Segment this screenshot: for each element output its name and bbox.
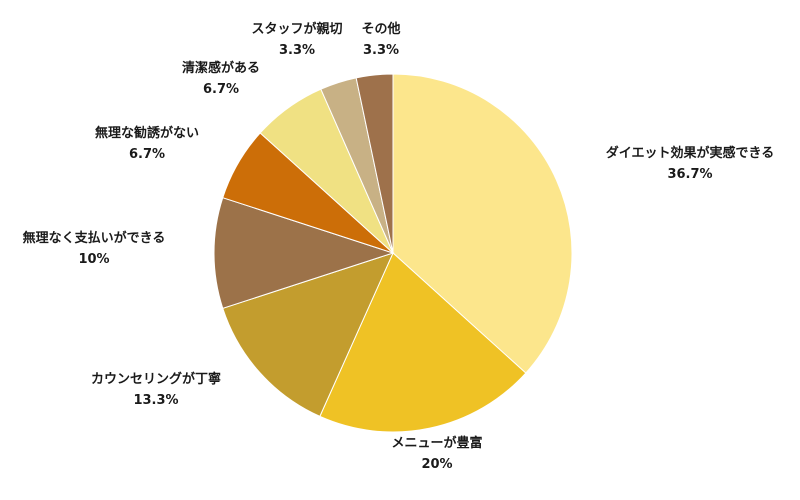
slice-percent-staff-kindness: 3.3%: [279, 43, 315, 58]
slice-category-staff-kindness: スタッフが親切: [251, 21, 342, 37]
slice-category-cleanliness: 清潔感がある: [182, 60, 260, 76]
slice-percent-counseling: 13.3%: [133, 393, 178, 408]
slice-percent-cleanliness: 6.7%: [203, 82, 239, 97]
slice-category-diet-effect: ダイエット効果が実感できる: [606, 145, 775, 161]
pie-slice-menu-variety: [319, 252, 527, 433]
slice-percent-diet-effect: 36.7%: [667, 167, 712, 182]
slice-category-other: その他: [361, 21, 400, 37]
slice-category-counseling: カウンセリングが丁寧: [91, 371, 221, 387]
slice-percent-menu-variety: 20%: [421, 457, 452, 472]
labels-group: ダイエット効果が実感できる 36.7% メニューが豊富 20% カウンセリングが丁寧 13…: [23, 21, 775, 472]
slices-group: [213, 73, 573, 433]
slice-label-no-pressure: 無理な勧誘がない 6.7%: [95, 125, 199, 162]
slice-percent-no-pressure: 6.7%: [129, 147, 165, 162]
pie-slice-counseling: [222, 252, 394, 418]
slice-percent-other: 3.3%: [363, 43, 399, 58]
slice-label-menu-variety: メニューが豊富 20%: [391, 435, 482, 472]
slice-category-no-pressure: 無理な勧誘がない: [95, 125, 199, 141]
slice-percent-payment: 10%: [78, 252, 109, 267]
slice-label-counseling: カウンセリングが丁寧 13.3%: [91, 371, 221, 408]
slice-label-diet-effect: ダイエット効果が実感できる 36.7%: [606, 145, 775, 182]
slice-label-cleanliness: 清潔感がある 6.7%: [182, 60, 260, 97]
slice-label-staff-kindness: スタッフが親切 3.3%: [251, 21, 342, 58]
slice-label-other: その他 3.3%: [361, 21, 400, 58]
pie-slice-diet-effect: [392, 73, 573, 374]
pie-slice-payment: [213, 197, 395, 309]
slice-label-payment: 無理なく支払いができる 10%: [23, 230, 166, 267]
pie-slice-other: [355, 73, 394, 254]
slice-category-menu-variety: メニューが豊富: [391, 435, 482, 451]
slice-category-payment: 無理なく支払いができる: [23, 230, 166, 246]
